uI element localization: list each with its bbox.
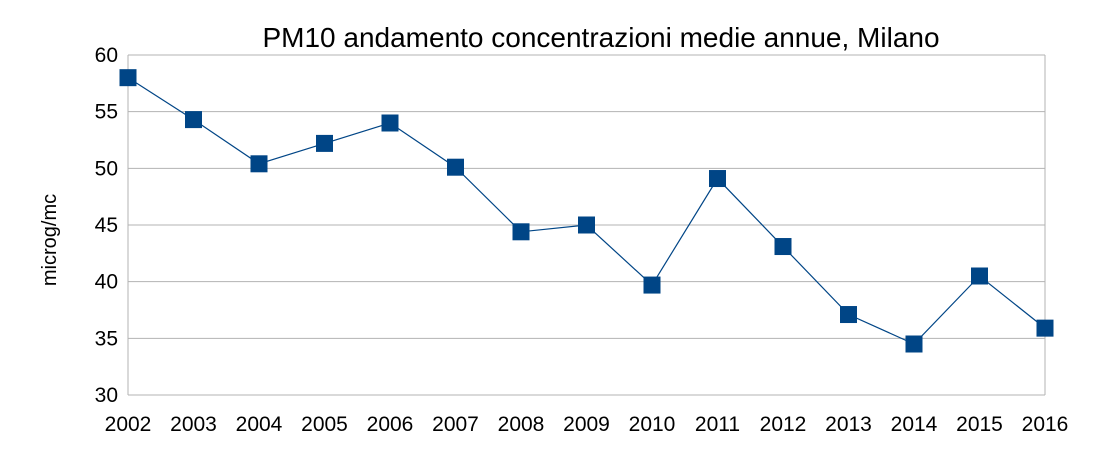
chart-title: PM10 andamento concentrazioni medie annu… xyxy=(262,22,939,53)
y-tick-label: 55 xyxy=(95,101,118,124)
data-point-marker xyxy=(512,223,530,241)
x-tick-label: 2015 xyxy=(956,413,1003,436)
x-tick-label: 2004 xyxy=(236,413,283,436)
y-tick-label: 45 xyxy=(95,214,118,237)
data-point-marker xyxy=(316,134,333,152)
y-tick-labels: 30 35 40 45 50 55 60 xyxy=(95,44,118,407)
y-tick-label: 30 xyxy=(95,384,118,407)
x-tick-label: 2010 xyxy=(629,413,676,436)
x-tick-label: 2006 xyxy=(367,413,414,436)
x-tick-labels: 2002 2003 2004 2005 2006 2007 2008 2009 2010 2011… xyxy=(105,413,1069,436)
x-tick-label: 2002 xyxy=(105,413,152,436)
data-point-marker xyxy=(578,216,595,234)
x-tick-label: 2011 xyxy=(695,413,740,436)
y-tick-label: 50 xyxy=(95,157,118,180)
x-tick-label: 2016 xyxy=(1022,413,1069,436)
y-tick-label: 60 xyxy=(95,44,118,67)
data-point-marker xyxy=(250,155,268,173)
data-point-marker xyxy=(840,306,857,324)
data-point-marker xyxy=(381,114,399,132)
x-tick-label: 2009 xyxy=(563,413,610,436)
data-point-marker xyxy=(971,267,988,285)
data-point-marker xyxy=(185,111,202,129)
grid xyxy=(128,54,1045,396)
x-tick-label: 2007 xyxy=(432,413,479,436)
x-tick-label: 2008 xyxy=(498,413,545,436)
data-point-marker xyxy=(119,69,137,87)
data-point-marker xyxy=(643,276,661,294)
y-axis-label: microg/mc xyxy=(39,194,61,286)
series xyxy=(119,69,1054,353)
x-tick-label: 2013 xyxy=(825,413,872,436)
axes xyxy=(127,55,1046,395)
x-tick-label: 2012 xyxy=(760,413,807,436)
y-tick-label: 40 xyxy=(95,271,118,294)
y-tick-label: 35 xyxy=(95,327,118,350)
x-tick-label: 2014 xyxy=(891,413,938,436)
data-point-marker xyxy=(774,238,792,256)
data-point-marker xyxy=(709,170,726,188)
series-line xyxy=(127,77,1046,345)
data-point-marker xyxy=(905,335,923,353)
data-point-marker xyxy=(447,158,464,176)
x-tick-label: 2003 xyxy=(170,413,217,436)
data-point-marker xyxy=(1036,319,1054,337)
x-tick-label: 2005 xyxy=(301,413,348,436)
